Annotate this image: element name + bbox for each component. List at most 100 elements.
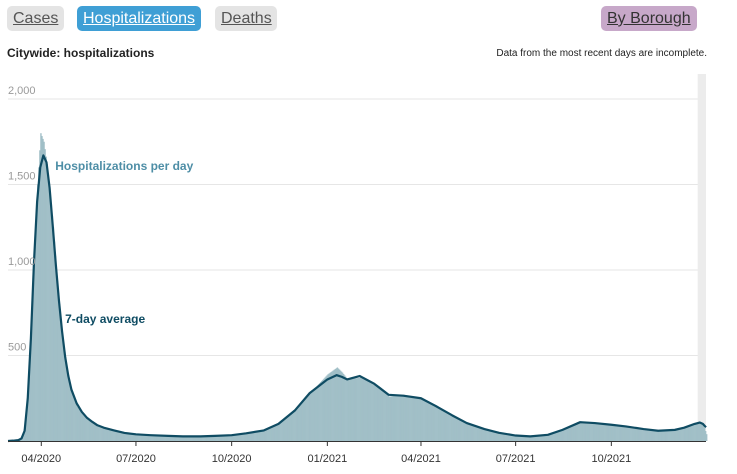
daily-bar (246, 433, 248, 441)
daily-bar (172, 436, 174, 441)
daily-bar (187, 436, 190, 441)
daily-bar (657, 430, 659, 441)
daily-bar (149, 435, 151, 441)
daily-bar (524, 436, 527, 441)
daily-bar (273, 426, 275, 441)
daily-bar (496, 432, 499, 441)
daily-bar (692, 423, 694, 441)
daily-bar (46, 163, 48, 442)
daily-bar (448, 412, 450, 441)
daily-bar (699, 422, 702, 441)
daily-bar (44, 149, 46, 441)
daily-bar (275, 425, 277, 441)
daily-bar (413, 396, 416, 441)
daily-bar (451, 414, 453, 441)
daily-bar (595, 423, 598, 441)
daily-bar (307, 395, 309, 441)
daily-bar (555, 432, 557, 441)
tab-hospitalizations[interactable]: Hospitalizations (77, 6, 201, 31)
daily-bar (68, 379, 70, 441)
daily-bar (561, 430, 563, 441)
daily-bar (399, 395, 401, 441)
daily-bar (60, 314, 62, 441)
daily-bar (636, 427, 638, 441)
daily-bar (339, 370, 342, 441)
daily-bar (439, 407, 442, 441)
daily-bar (567, 427, 570, 441)
daily-bar (245, 433, 247, 441)
daily-bar (158, 435, 161, 441)
y-tick-label: 1,500 (8, 171, 36, 183)
daily-bar (282, 420, 285, 441)
daily-bar (194, 436, 196, 441)
daily-bar (353, 378, 355, 441)
daily-bar (365, 380, 368, 441)
daily-bar (133, 434, 136, 441)
daily-bar (306, 396, 308, 441)
daily-bar (212, 436, 215, 441)
daily-bar (159, 435, 162, 441)
daily-bar (660, 430, 662, 441)
daily-bar (255, 432, 257, 441)
daily-bar (556, 432, 558, 441)
daily-bar (203, 436, 205, 441)
daily-bar (167, 436, 169, 441)
tab-cases[interactable]: Cases (7, 6, 64, 31)
daily-bar (423, 399, 425, 441)
daily-bar (64, 352, 66, 441)
daily-bar (633, 427, 635, 441)
daily-bar (24, 425, 27, 441)
daily-bar (26, 398, 29, 441)
daily-bar (222, 435, 224, 441)
daily-bar (529, 436, 531, 441)
daily-bar (232, 435, 235, 441)
by-borough-button[interactable]: By Borough (601, 6, 697, 31)
daily-bar (103, 428, 106, 441)
daily-bar (656, 430, 658, 441)
daily-bar (261, 431, 264, 441)
daily-bar (706, 434, 708, 441)
daily-bar (66, 366, 68, 441)
daily-bar (295, 410, 297, 441)
daily-bar (690, 424, 692, 441)
daily-bar (136, 434, 139, 441)
daily-bar (185, 436, 188, 441)
daily-bar (676, 429, 679, 441)
daily-bar (65, 360, 67, 441)
y-tick-label: 500 (8, 342, 26, 354)
daily-bar (235, 435, 238, 441)
daily-bar (538, 435, 540, 441)
daily-bar (546, 435, 549, 441)
daily-bar (531, 436, 533, 441)
daily-bar (77, 408, 80, 441)
daily-bar (178, 436, 180, 441)
daily-bar (406, 395, 408, 441)
daily-bar (49, 193, 51, 441)
daily-bar (151, 435, 153, 441)
daily-bar (523, 436, 526, 441)
daily-bar (258, 431, 261, 441)
tab-deaths[interactable]: Deaths (215, 6, 277, 31)
daily-bar (455, 417, 457, 441)
daily-bar (544, 435, 547, 441)
daily-bar (458, 419, 460, 441)
daily-bar (419, 398, 422, 441)
daily-bar (236, 434, 239, 441)
daily-bar (366, 381, 369, 441)
x-tick-label: 04/2020 (21, 453, 61, 465)
daily-bar (314, 387, 317, 441)
daily-bar (547, 435, 550, 441)
daily-bar (35, 224, 37, 441)
daily-bar (97, 425, 99, 441)
daily-bar (510, 435, 512, 441)
daily-bar (608, 424, 610, 441)
daily-bar (384, 393, 386, 441)
daily-bar (426, 400, 428, 441)
y-tick-label: 1,000 (8, 256, 36, 268)
daily-bar (173, 436, 175, 441)
annotations: Hospitalizations per day 7-day average (55, 159, 193, 326)
daily-bar (329, 372, 331, 441)
daily-bar (277, 424, 279, 441)
daily-bar (332, 370, 334, 441)
daily-bar (515, 436, 518, 441)
